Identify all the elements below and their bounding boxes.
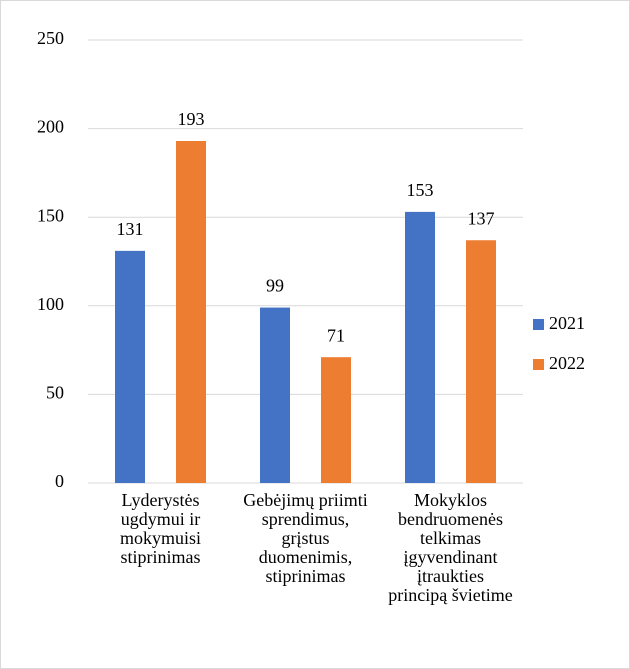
y-tick-label: 200	[37, 117, 64, 137]
y-tick-label: 0	[55, 471, 64, 491]
legend-label: 2022	[549, 353, 585, 373]
x-tick-label: bendruomenės	[398, 509, 503, 529]
bar	[260, 307, 290, 483]
value-label: 193	[178, 109, 205, 129]
bar	[176, 141, 206, 483]
y-tick-label: 150	[37, 205, 64, 225]
x-tick-label: stiprinimas	[121, 547, 201, 567]
legend-swatch	[533, 359, 544, 370]
value-label: 131	[117, 219, 144, 239]
x-tick-label: telkimas	[420, 528, 481, 548]
x-tick-label: grįstus	[281, 528, 329, 548]
value-label: 137	[468, 208, 495, 228]
bar	[115, 250, 145, 483]
x-tick-label: duomenimis,	[259, 547, 353, 567]
x-tick-label: ugdymui ir	[121, 509, 201, 529]
y-tick-label: 50	[46, 383, 64, 403]
bar	[321, 357, 351, 483]
x-tick-label: įgyvendinant	[404, 547, 498, 567]
value-label: 153	[407, 180, 434, 200]
legend-label: 2021	[549, 313, 585, 333]
legend-swatch	[533, 319, 544, 330]
x-tick-label: Mokyklos	[414, 490, 487, 510]
x-tick-label: Gebėjimų priimti	[243, 490, 367, 510]
value-label: 99	[266, 276, 284, 296]
x-tick-label: stiprinimas	[266, 566, 346, 586]
bar	[466, 240, 496, 483]
x-tick-label: Lyderystės	[122, 490, 200, 510]
x-tick-label: sprendimus,	[262, 509, 350, 529]
y-tick-label: 100	[37, 294, 64, 314]
y-tick-label: 250	[37, 28, 64, 48]
bar	[405, 211, 435, 483]
x-tick-label: principą švietime	[388, 585, 512, 605]
value-label: 71	[327, 325, 345, 345]
x-tick-label: mokymuisi	[120, 528, 201, 548]
x-tick-label: įtraukties	[417, 566, 484, 586]
